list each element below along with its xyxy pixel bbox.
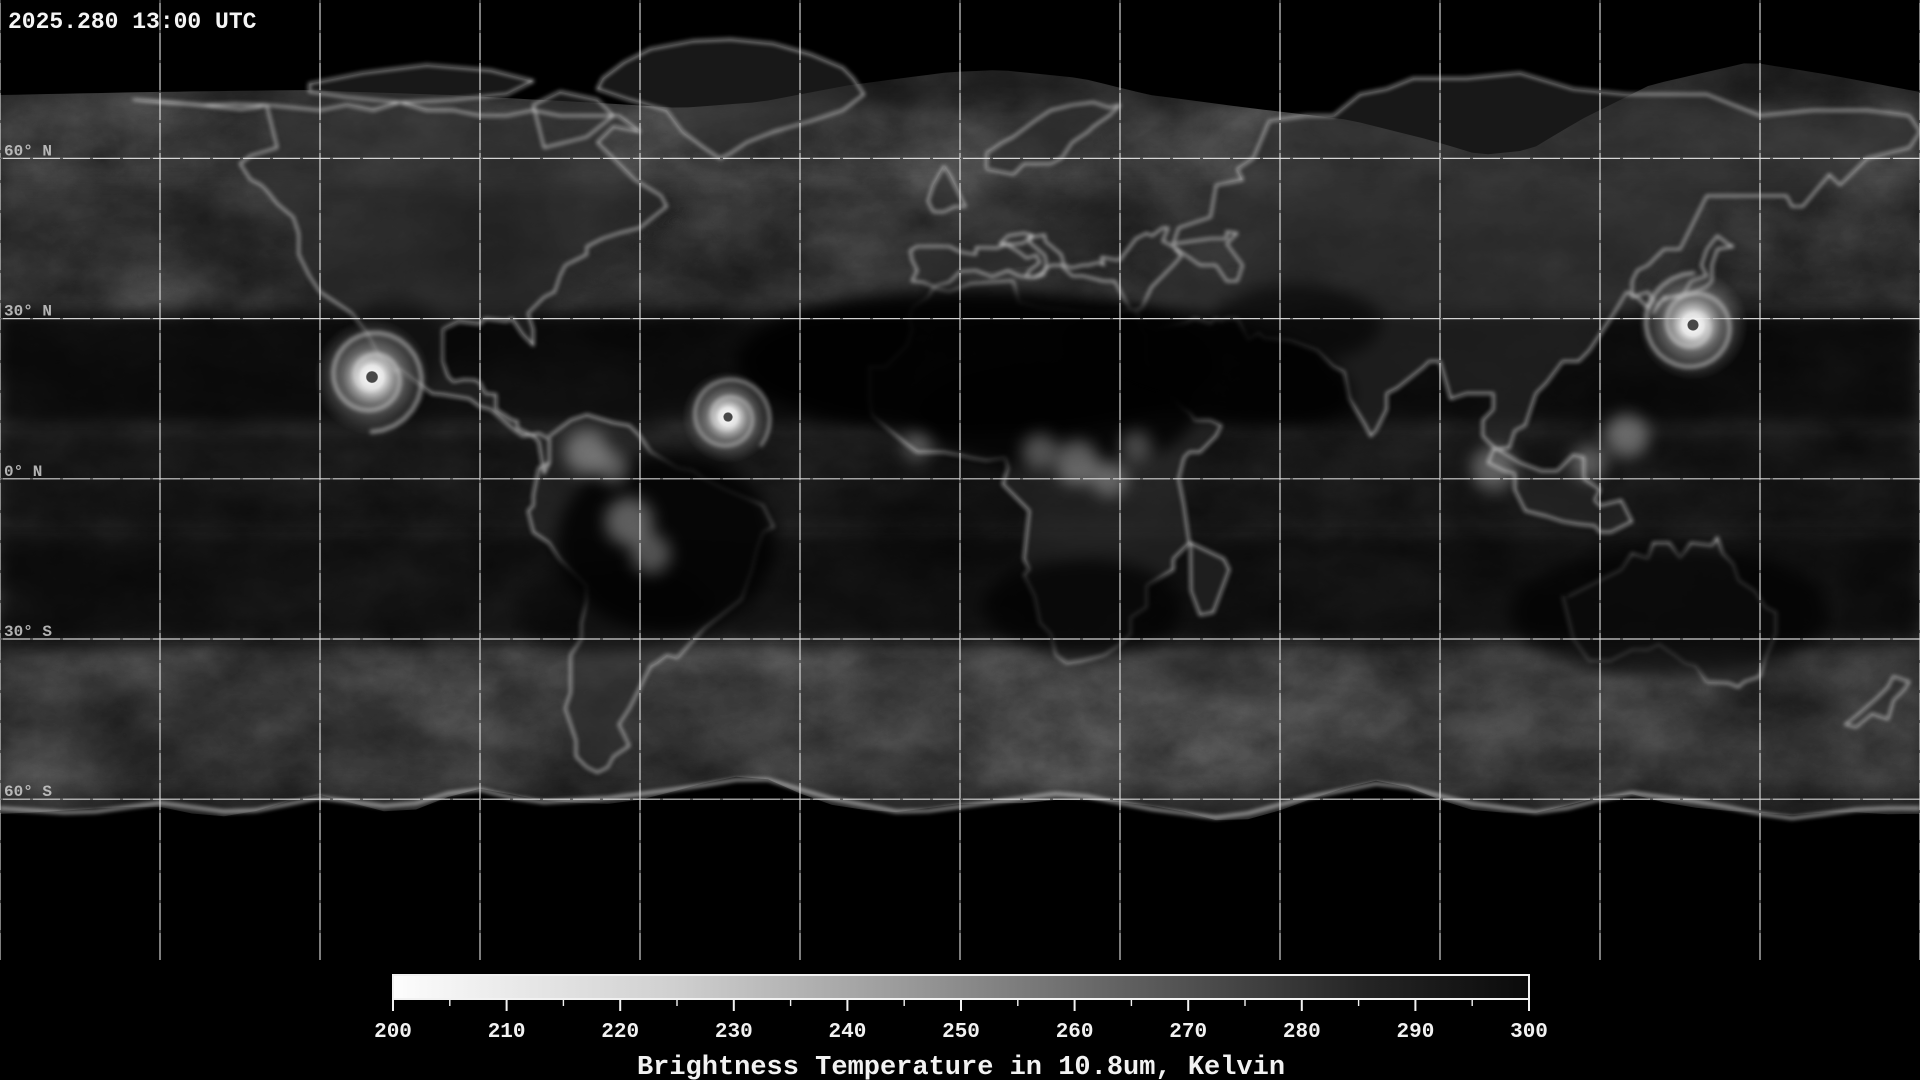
svg-text:240: 240: [828, 1021, 866, 1044]
svg-text:30° N: 30° N: [4, 303, 52, 321]
svg-text:30° S: 30° S: [4, 623, 52, 641]
svg-text:290: 290: [1396, 1021, 1434, 1044]
svg-text:250: 250: [942, 1021, 980, 1044]
svg-text:230: 230: [715, 1021, 753, 1044]
svg-text:60° S: 60° S: [4, 783, 52, 801]
svg-text:210: 210: [488, 1021, 526, 1044]
svg-text:260: 260: [1056, 1021, 1094, 1044]
svg-text:280: 280: [1283, 1021, 1321, 1044]
svg-text:220: 220: [601, 1021, 639, 1044]
svg-text:270: 270: [1169, 1021, 1207, 1044]
svg-text:200: 200: [374, 1021, 412, 1044]
svg-text:60° N: 60° N: [4, 142, 52, 160]
svg-text:2025.280 13:00 UTC: 2025.280 13:00 UTC: [8, 9, 257, 35]
svg-text:300: 300: [1510, 1021, 1548, 1044]
svg-text:0° N: 0° N: [4, 463, 42, 481]
svg-text:Brightness Temperature in 10.8: Brightness Temperature in 10.8um, Kelvin: [637, 1053, 1285, 1080]
